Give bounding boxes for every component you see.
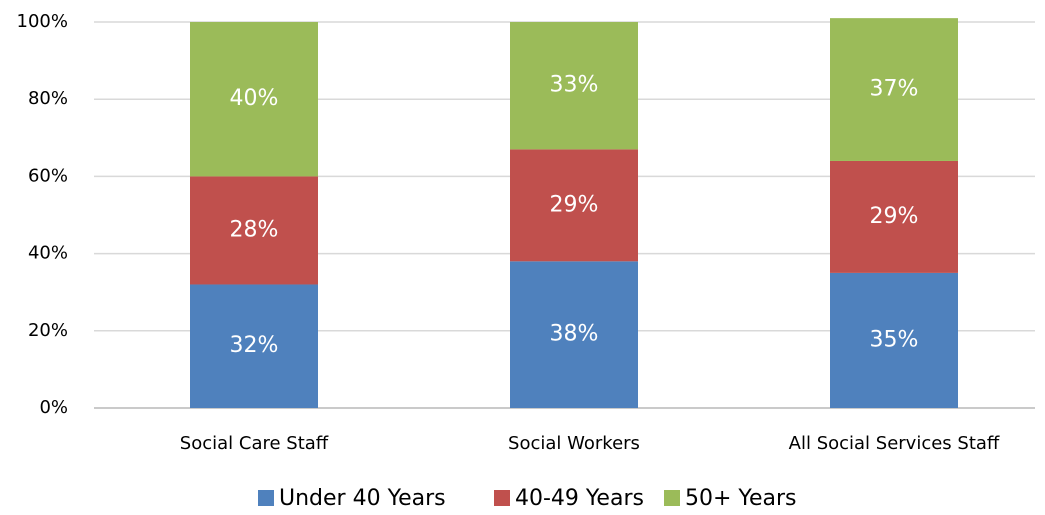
legend-label: Under 40 Years bbox=[279, 486, 446, 511]
value-label: 29% bbox=[550, 192, 599, 217]
bar-segment bbox=[190, 284, 318, 408]
y-tick-label: 80% bbox=[28, 88, 68, 109]
y-tick-label: 20% bbox=[28, 320, 68, 341]
legend-label: 50+ Years bbox=[685, 486, 796, 511]
x-tick-label: Social Workers bbox=[508, 433, 640, 454]
legend-swatch bbox=[494, 490, 510, 506]
value-label: 29% bbox=[870, 204, 919, 229]
legend-swatch bbox=[258, 490, 274, 506]
bar-segment bbox=[190, 176, 318, 285]
value-label: 37% bbox=[870, 77, 919, 102]
value-label: 33% bbox=[550, 73, 599, 98]
bar-segment bbox=[510, 261, 638, 408]
value-label: 28% bbox=[230, 217, 279, 242]
x-tick-label: All Social Services Staff bbox=[789, 433, 1000, 454]
y-tick-label: 100% bbox=[17, 11, 68, 32]
bar-segment bbox=[510, 149, 638, 262]
y-tick-label: 40% bbox=[28, 243, 68, 264]
x-tick-label: Social Care Staff bbox=[180, 433, 329, 454]
bar-segment bbox=[830, 18, 958, 161]
legend-label: 40-49 Years bbox=[515, 486, 644, 511]
value-label: 38% bbox=[550, 322, 599, 347]
value-label: 40% bbox=[230, 86, 279, 111]
bar-segment bbox=[510, 22, 638, 150]
legend-swatch bbox=[664, 490, 680, 506]
bar-segment bbox=[190, 22, 318, 177]
y-tick-label: 60% bbox=[28, 165, 68, 186]
y-tick-label: 0% bbox=[39, 397, 68, 418]
value-label: 32% bbox=[230, 333, 279, 358]
bar-segment bbox=[830, 160, 958, 273]
value-label: 35% bbox=[870, 327, 919, 352]
bar-segment bbox=[830, 272, 958, 408]
